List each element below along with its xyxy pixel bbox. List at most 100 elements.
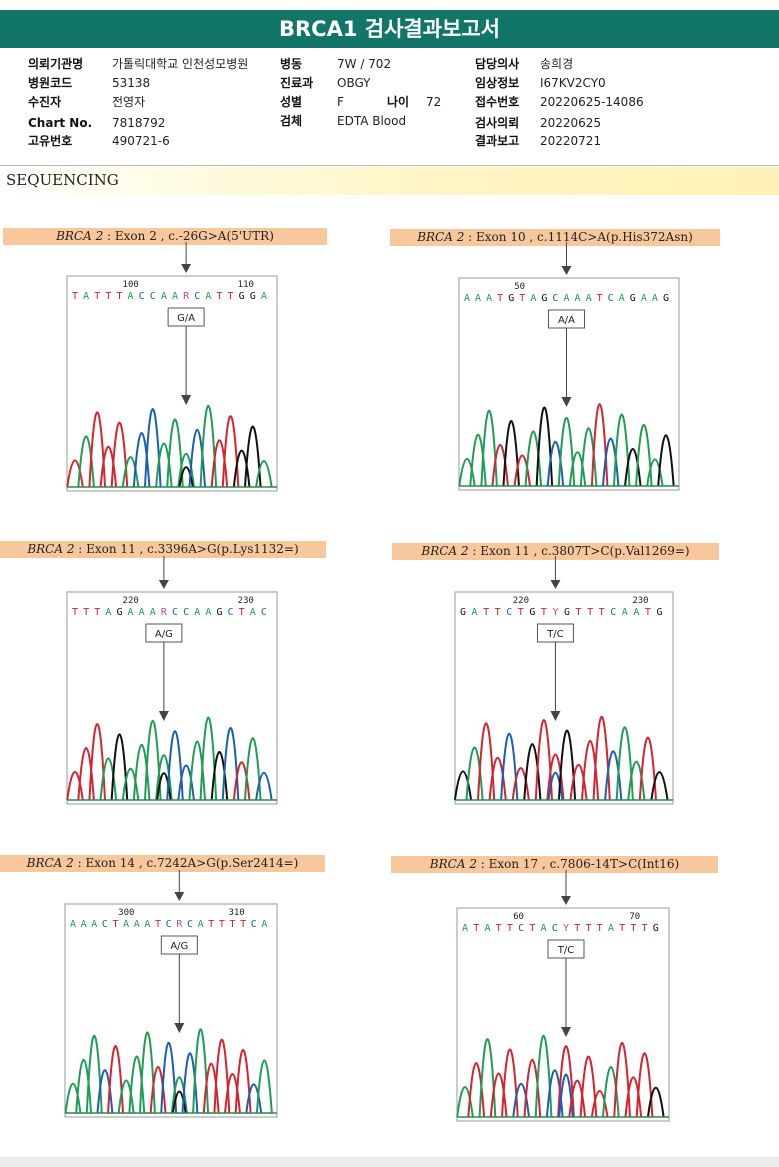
trace-peak: [177, 764, 195, 801]
arrow-head-icon: [174, 1023, 185, 1033]
genotype-call: T/C: [557, 945, 574, 956]
trace-peak: [489, 1072, 508, 1118]
trace-peak: [221, 727, 240, 801]
trace-peak: [255, 772, 273, 801]
base-call: A: [586, 293, 592, 304]
chart-no-label: Chart No.: [28, 116, 93, 130]
trace-peak: [601, 437, 620, 487]
trace-peak: [590, 403, 609, 487]
base-call: R: [183, 291, 190, 302]
base-call: C: [552, 923, 558, 934]
base-call: T: [116, 291, 122, 302]
mutation-detail: : Exon 14 , c.7242A>G(p.Ser2414=): [73, 856, 299, 870]
mutation-detail: : Exon 11 , c.3807T>C(p.Val1269=): [468, 544, 690, 558]
specimen-label: 검체: [280, 114, 303, 128]
trace-peak: [210, 750, 229, 801]
base-call: C: [166, 919, 172, 930]
trace-peak: [523, 743, 542, 801]
trace-peak: [255, 460, 273, 488]
trace-peak: [511, 767, 530, 801]
trace-peak: [535, 406, 554, 487]
base-call: T: [83, 607, 89, 618]
base-call: A: [475, 293, 481, 304]
chromatogram-6: 60 70A T A T T C T A C Y T T T A T T T GT/C: [456, 870, 670, 1122]
position-tick: 230: [632, 596, 648, 606]
trace-peak: [245, 1083, 263, 1114]
base-call: C: [194, 291, 200, 302]
trace-peak: [524, 430, 543, 487]
base-call: T: [483, 607, 489, 618]
trace-peak: [210, 439, 229, 488]
base-call: T: [94, 291, 100, 302]
base-call: A: [128, 607, 134, 618]
base-call: A: [486, 293, 492, 304]
base-call: G: [250, 291, 256, 302]
base-call: G: [239, 291, 245, 302]
result-date-value: 20220721: [540, 134, 602, 148]
trace-peak: [646, 458, 664, 487]
base-call: T: [599, 607, 605, 618]
trace-peak: [132, 744, 151, 801]
position-tick: 60: [513, 912, 524, 922]
base-call: T: [94, 607, 100, 618]
position-tick: 100: [123, 280, 139, 290]
base-call: T: [72, 607, 78, 618]
arrow-head-icon: [561, 397, 572, 407]
base-call: Y: [552, 607, 558, 618]
base-call: T: [507, 923, 513, 934]
trace-peak: [613, 413, 631, 487]
trace-peak: [615, 726, 634, 801]
trace-peak: [502, 420, 520, 487]
trace-peak: [557, 729, 577, 801]
trace-peak: [117, 1079, 135, 1114]
trace-peak: [513, 454, 531, 487]
trace-peak: [132, 432, 151, 488]
gene-name: BRCA 2: [27, 542, 75, 556]
trace-peak: [547, 772, 564, 801]
institution-value: 가톨릭대학교 인천성모병원: [112, 57, 249, 71]
trace-peak: [221, 415, 240, 488]
base-call: G: [663, 293, 669, 304]
base-call: A: [128, 291, 134, 302]
trace-peak: [590, 1090, 609, 1118]
trace-peak: [568, 451, 587, 487]
base-call: C: [172, 607, 178, 618]
base-call: A: [261, 291, 267, 302]
base-call: T: [239, 607, 245, 618]
trace-peak: [177, 452, 195, 488]
base-call: C: [506, 607, 512, 618]
base-call: C: [251, 919, 257, 930]
base-call: A: [205, 291, 211, 302]
trace-peak: [64, 1082, 82, 1114]
arrow-head-icon: [158, 711, 169, 721]
base-call: C: [228, 607, 234, 618]
trace-peak: [602, 1065, 620, 1118]
trace-peak: [624, 1076, 643, 1118]
receipt-no-label: 접수번호: [475, 95, 520, 109]
base-call: T: [228, 291, 234, 302]
trace-peak: [613, 1042, 631, 1118]
arrow-head-icon: [181, 395, 192, 405]
trace-peak: [255, 1059, 273, 1114]
trace-peak: [188, 740, 206, 801]
trace-peak: [568, 1079, 587, 1118]
clinical-info-value: I67KV2CY0: [540, 76, 606, 90]
base-call: T: [597, 923, 603, 934]
base-call: A: [464, 293, 470, 304]
trace-peak: [453, 770, 473, 801]
gene-name: BRCA 2: [26, 856, 74, 870]
base-call: A: [150, 607, 156, 618]
request-date-value: 20220625: [540, 116, 602, 130]
base-call: A: [633, 607, 639, 618]
trace-peak: [469, 433, 487, 487]
trace-peak: [592, 715, 611, 801]
trace-peak: [128, 1055, 146, 1114]
department-value: OBGY: [337, 76, 371, 90]
base-call: T: [473, 923, 479, 934]
base-call: T: [585, 923, 591, 934]
base-call: R: [176, 919, 183, 930]
trace-peak: [477, 722, 496, 801]
trace-peak: [77, 747, 95, 801]
base-call: A: [70, 919, 76, 930]
trace-peak: [635, 424, 653, 487]
